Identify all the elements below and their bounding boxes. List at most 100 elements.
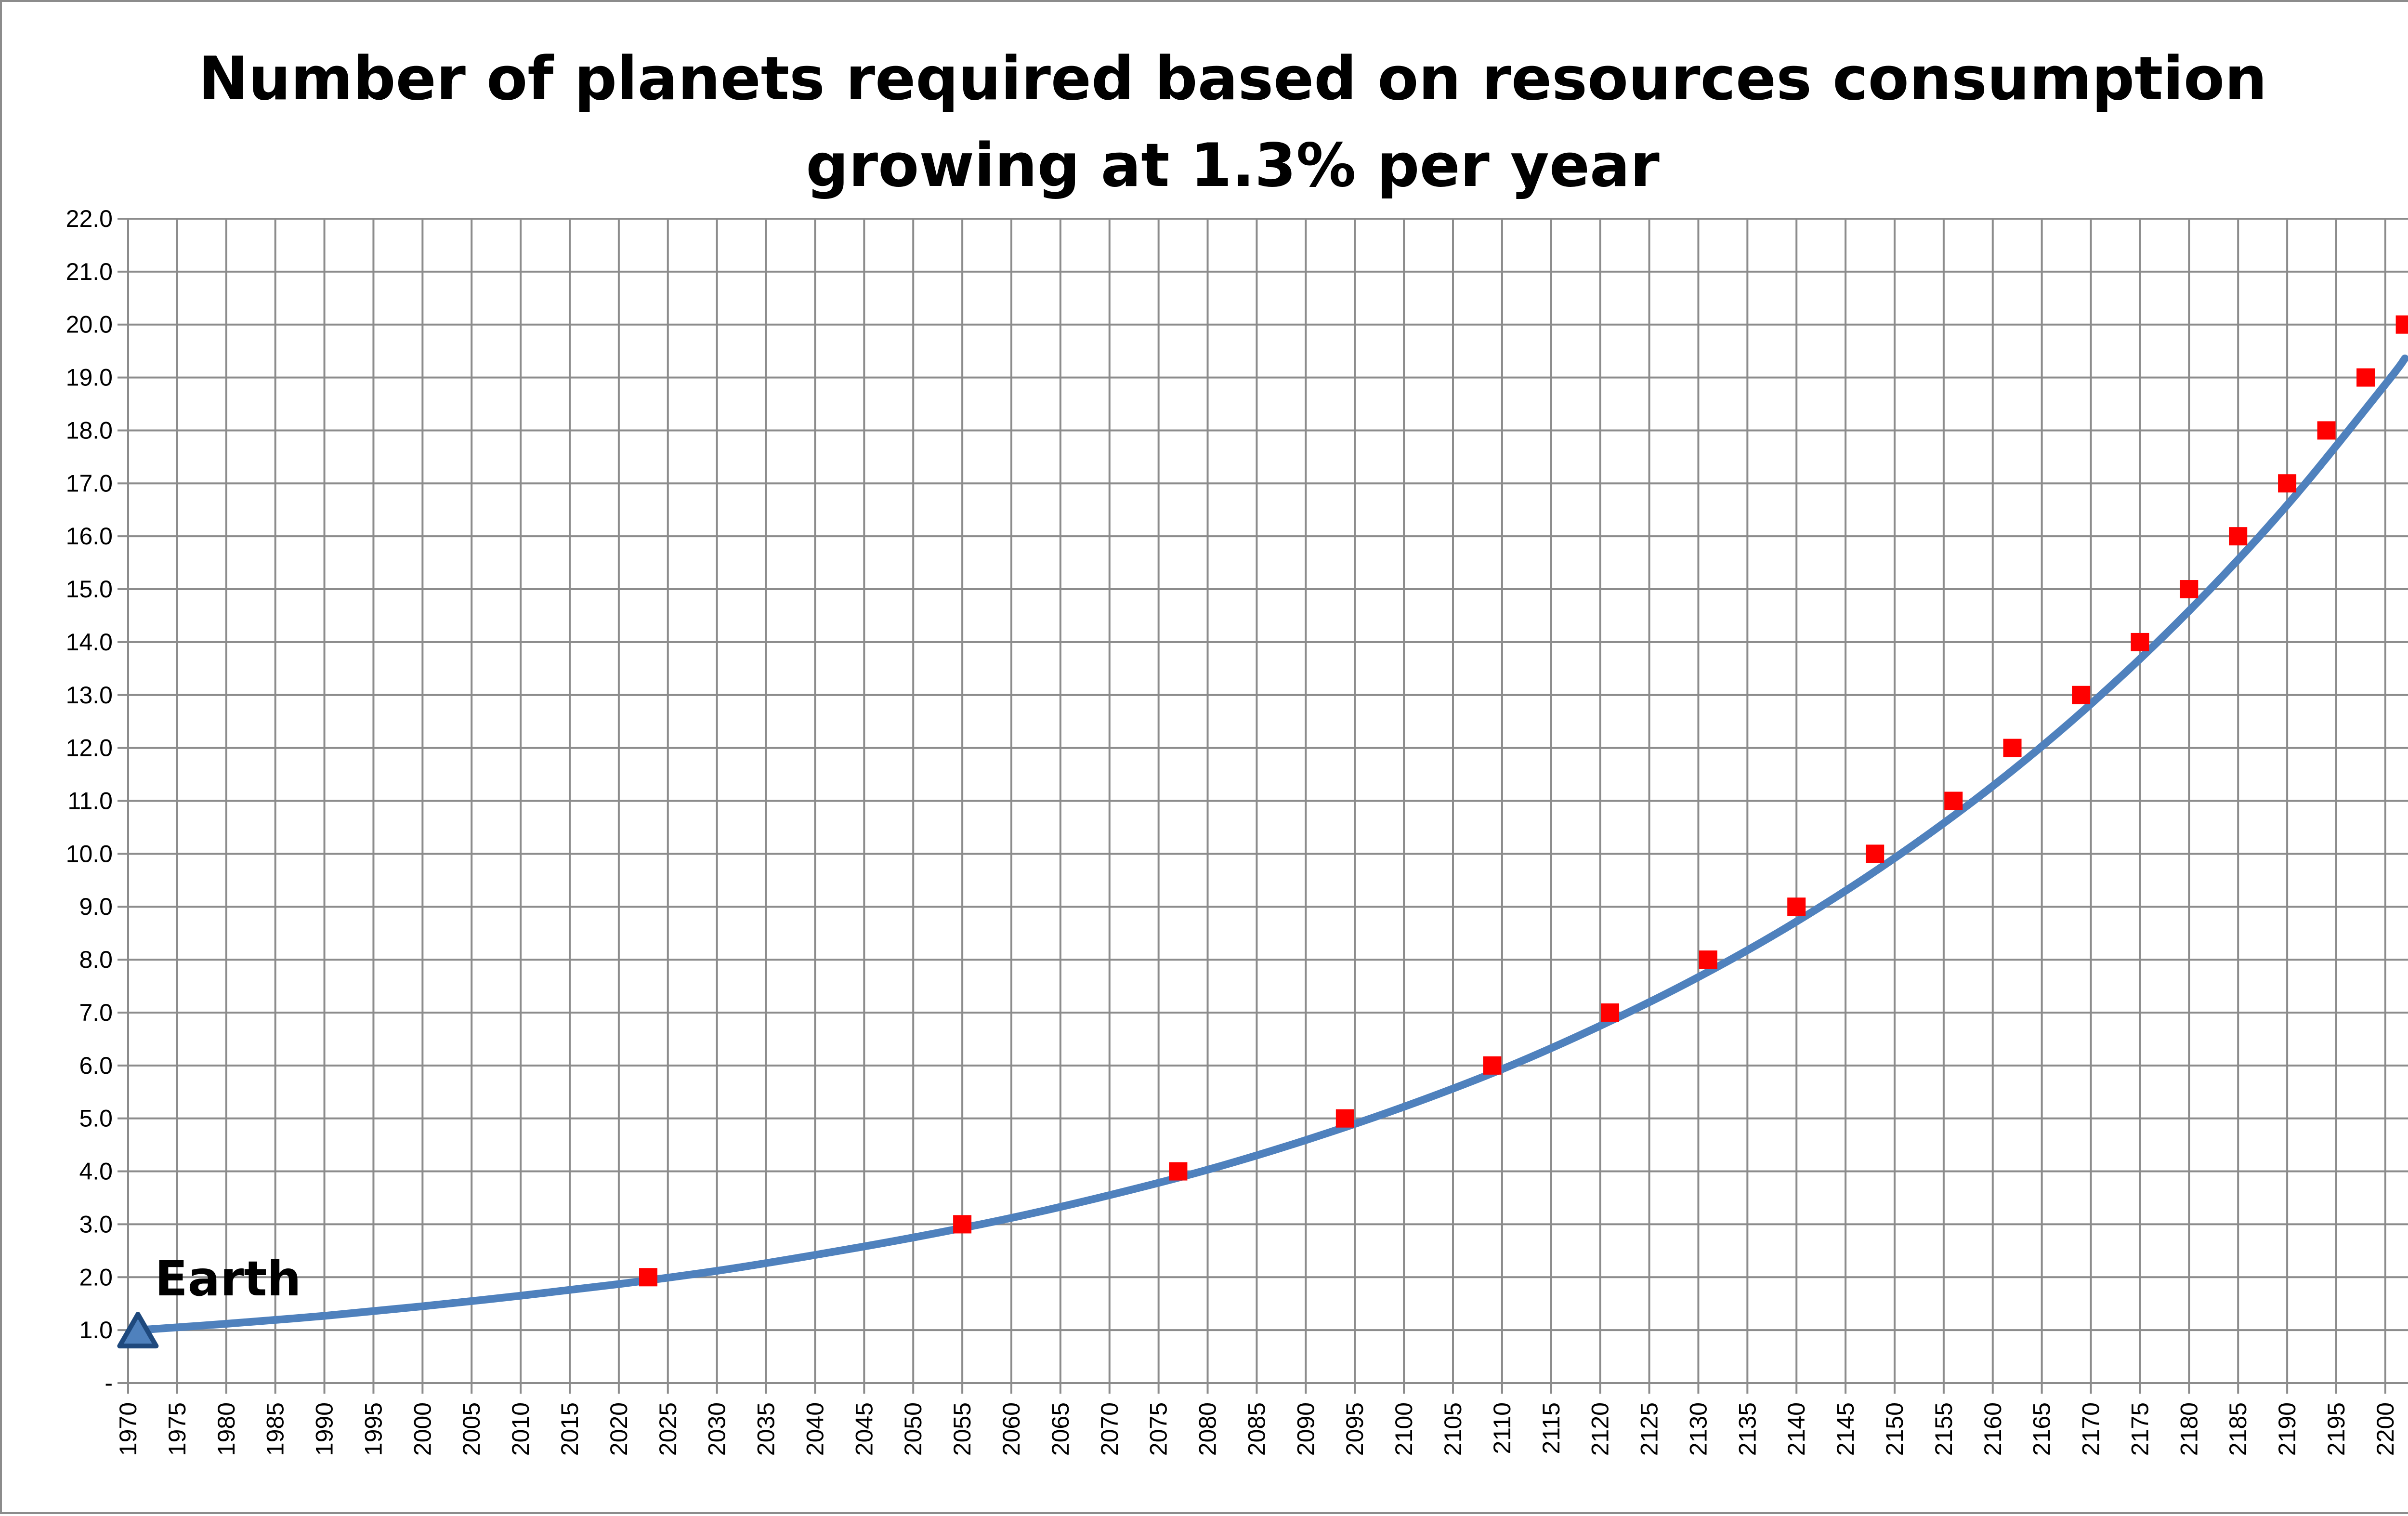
x-tick-label: 2060: [998, 1402, 1025, 1456]
y-tick-label: 9.0: [79, 893, 113, 920]
data-point-marker: [1601, 1003, 1620, 1022]
x-tick-label: 1990: [311, 1402, 338, 1456]
x-tick-label: 2125: [1636, 1402, 1663, 1456]
data-point-marker: [2317, 421, 2336, 440]
y-axis-tick-labels: - 1.0 2.0 3.0 4.0 5.0 6.0 7.0 8.0 9.0 10.0 11.0 12.0…: [66, 205, 113, 1397]
y-tick-label: 18.0: [66, 417, 113, 444]
x-tick-label: 2130: [1685, 1402, 1712, 1456]
y-tick-label: 15.0: [66, 576, 113, 603]
x-tick-label: 2200: [2372, 1402, 2399, 1456]
y-tick-label: 22.0: [66, 205, 113, 232]
data-point-marker: [2395, 315, 2408, 334]
data-point-marker: [2072, 685, 2091, 704]
data-point-marker: [639, 1268, 658, 1287]
series-line: [134, 355, 2408, 1334]
x-tick-label: 2120: [1587, 1402, 1614, 1456]
chart-title-line-2: growing at 1.3% per year: [806, 131, 1660, 200]
x-tick-label: 2040: [801, 1402, 828, 1456]
x-tick-label: 2070: [1096, 1402, 1123, 1456]
x-tick-label: 2045: [851, 1402, 877, 1456]
x-tick-label: 1995: [360, 1402, 387, 1456]
axes: [118, 218, 2408, 1394]
x-tick-label: 2010: [507, 1402, 534, 1456]
x-tick-label: 2090: [1292, 1402, 1319, 1456]
x-tick-label: 2085: [1243, 1402, 1270, 1456]
data-point-marker: [1699, 950, 1717, 969]
y-tick-label: 3.0: [79, 1211, 113, 1238]
gridlines: [127, 218, 2408, 1384]
x-tick-label: 2065: [1047, 1402, 1074, 1456]
x-tick-label: 2180: [2175, 1402, 2202, 1456]
data-point-marker: [1866, 844, 1885, 863]
x-tick-label: 2195: [2323, 1402, 2350, 1456]
plot-area-border: [127, 218, 2408, 1384]
x-tick-label: 2050: [900, 1402, 927, 1456]
annotations: Earth: [117, 1251, 301, 1349]
earth-label: Earth: [155, 1251, 301, 1307]
y-tick-label: 5.0: [79, 1105, 113, 1132]
data-point-marker: [1335, 1109, 1354, 1128]
x-tick-label: 2170: [2078, 1402, 2105, 1456]
chart-title-line-1: Number of planets required based on reso…: [198, 44, 2267, 114]
y-tick-label: 12.0: [66, 735, 113, 762]
earth-triangle-marker: [117, 1312, 159, 1349]
x-tick-label: 2135: [1734, 1402, 1761, 1456]
x-tick-label: 2160: [1979, 1402, 2006, 1456]
data-point-marker: [2131, 633, 2149, 651]
data-point-marker: [2003, 738, 2022, 757]
y-tick-label: 8.0: [79, 946, 113, 973]
data-point-marker: [1169, 1162, 1188, 1181]
data-point-marker: [2278, 474, 2297, 493]
x-tick-label: 2155: [1930, 1402, 1957, 1456]
x-tick-label: 2100: [1390, 1402, 1417, 1456]
x-axis-tick-labels: 1970 1975 1980 1985 1990 1995 2000 2005 2010 2015…: [115, 1402, 2399, 1456]
x-tick-label: 2175: [2126, 1402, 2153, 1456]
x-tick-label: 2150: [1881, 1402, 1908, 1456]
x-tick-label: 2035: [753, 1402, 780, 1456]
x-tick-label: 2185: [2225, 1402, 2251, 1456]
chart-title: Number of planets required based on reso…: [2, 36, 2408, 209]
x-tick-label: 1985: [262, 1402, 289, 1456]
data-point-marker: [1944, 791, 1963, 810]
x-tick-label: 2110: [1489, 1402, 1516, 1454]
y-tick-label: 14.0: [66, 629, 113, 656]
series-markers: [639, 315, 2408, 1287]
x-tick-label: 2095: [1341, 1402, 1368, 1456]
x-tick-label: 1980: [213, 1402, 240, 1456]
y-tick-label: 6.0: [79, 1052, 113, 1079]
y-tick-label: 2.0: [79, 1264, 113, 1291]
x-tick-label: 2075: [1145, 1402, 1172, 1456]
x-tick-label: 2000: [409, 1402, 436, 1456]
y-tick-label: 16.0: [66, 523, 113, 550]
y-tick-label: 10.0: [66, 840, 113, 867]
x-tick-label: 2015: [556, 1402, 583, 1456]
y-tick-label: 11.0: [67, 788, 113, 815]
x-tick-label: 2055: [949, 1402, 976, 1456]
x-tick-label: 2145: [1832, 1402, 1859, 1456]
data-point-marker: [2180, 580, 2199, 599]
y-tick-label: -: [105, 1370, 113, 1397]
data-point-marker: [2356, 368, 2375, 387]
x-tick-label: 2020: [605, 1402, 632, 1456]
y-tick-label: 1.0: [79, 1317, 113, 1344]
x-tick-label: 2025: [654, 1402, 681, 1456]
x-tick-label: 2115: [1538, 1402, 1565, 1454]
y-tick-label: 20.0: [66, 311, 113, 338]
data-point-marker: [2229, 527, 2248, 546]
x-tick-label: 2140: [1783, 1402, 1810, 1456]
y-tick-label: 17.0: [66, 470, 113, 497]
data-point-marker: [953, 1215, 972, 1234]
data-point-marker: [1483, 1056, 1502, 1075]
x-tick-label: 1975: [164, 1402, 191, 1456]
y-tick-label: 21.0: [66, 258, 113, 285]
series: [134, 355, 2408, 1334]
x-tick-label: 2190: [2274, 1402, 2301, 1456]
x-tick-label: 2105: [1440, 1402, 1466, 1456]
x-tick-label: 2080: [1194, 1402, 1221, 1456]
x-tick-label: 2005: [458, 1402, 485, 1456]
x-tick-label: 2165: [2028, 1402, 2055, 1456]
y-tick-label: 13.0: [66, 682, 113, 709]
x-tick-label: 1970: [115, 1402, 142, 1456]
